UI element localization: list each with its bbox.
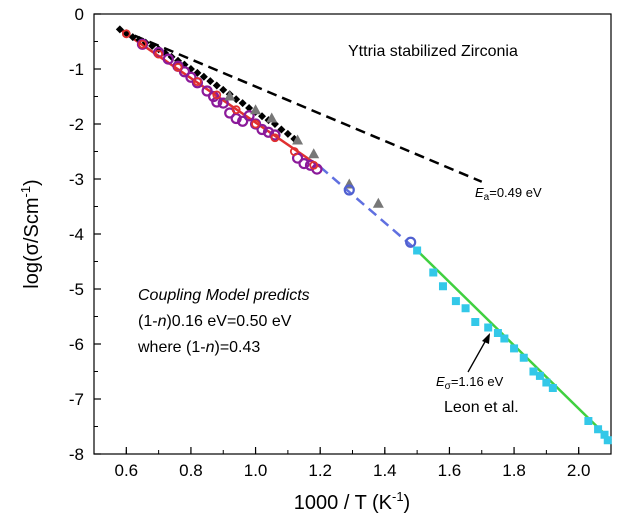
data-point-circle (262, 126, 275, 138)
data-point-red-circle (154, 49, 164, 59)
data-point-red-circle (270, 133, 280, 143)
data-point-circle (298, 158, 310, 170)
data-point-square (438, 282, 447, 291)
x-tick-label: 1.8 (502, 461, 526, 480)
x-tick-label: 1.0 (244, 461, 268, 480)
data-point-circle (343, 184, 355, 196)
x-ticks: 0.6 0.8 1.0 1.2 1.4 1.6 1.8 2.0 (93, 447, 612, 480)
data-point-diamond (148, 41, 157, 50)
x-tick-label: 1.6 (438, 461, 462, 480)
leon-label: Leon et al. (444, 399, 519, 416)
data-point-square (542, 378, 551, 387)
data-point-diamond (258, 112, 267, 121)
data-point-diamond (283, 129, 292, 138)
data-point-circle (185, 71, 197, 83)
data-point-circle (162, 53, 174, 65)
data-point-circle (217, 97, 229, 109)
data-point-red-circle (309, 160, 319, 170)
data-point-square (603, 436, 612, 445)
data-point-red-circle (192, 77, 202, 87)
y-tick-label: -1 (69, 60, 84, 79)
data-point-circle (136, 38, 149, 50)
data-point-diamond (206, 77, 215, 86)
data-point-square (584, 417, 593, 425)
data-point-triangle (224, 90, 236, 101)
x-tick-label: 2.0 (567, 461, 591, 480)
data-point-square (413, 246, 422, 255)
data-point-square (471, 318, 480, 326)
material-label: Yttria stabilized Zirconia (348, 43, 518, 60)
data-point-square (493, 329, 502, 337)
x-tick-label: 0.6 (114, 461, 138, 480)
data-point-square (510, 344, 519, 353)
data-points (115, 25, 612, 445)
data-point-circle (249, 118, 262, 130)
coupling-model-line2: (1-n)0.16 eV=0.50 eV (138, 313, 292, 330)
data-point-circle (178, 66, 191, 78)
data-point-red-circle (289, 147, 299, 156)
y-tick-label: -3 (69, 170, 84, 189)
data-point-square (594, 425, 603, 434)
x-tick-label: 0.8 (179, 461, 203, 480)
data-point-red-circle (251, 119, 260, 129)
data-point-square (548, 384, 557, 392)
data-point-diamond (128, 33, 137, 42)
data-point-diamond (212, 81, 221, 90)
plot-frame (93, 13, 612, 455)
data-point-square (451, 297, 460, 306)
y-tick-label: -6 (69, 335, 84, 354)
data-point-circle (256, 123, 268, 136)
data-point-square (519, 353, 528, 362)
data-point-square (461, 304, 470, 313)
data-point-diamond (219, 85, 228, 94)
data-point-diamond (277, 125, 286, 134)
data-point-square (484, 323, 493, 332)
data-point-circle (269, 129, 281, 141)
x-tick-label: 1.2 (308, 461, 332, 480)
x-tick-label: 1.4 (373, 461, 397, 480)
fit-line (119, 28, 483, 183)
data-point-diamond (115, 25, 124, 34)
y-ticks: 0 -1 -2 -3 -4 -5 -6 -7 -8 (69, 5, 101, 464)
data-point-square (500, 334, 509, 343)
y-tick-label: -2 (69, 115, 84, 134)
data-point-square (600, 430, 609, 439)
y-tick-label: -5 (69, 280, 84, 299)
coupling-model-line1: Coupling Model predicts (138, 287, 310, 304)
data-point-circle (201, 85, 213, 97)
data-point-circle (237, 115, 249, 127)
es-label: Eσ=1.16 eV (436, 374, 504, 392)
data-point-diamond (238, 99, 247, 108)
data-point-triangle (266, 112, 278, 123)
data-point-diamond (232, 95, 241, 104)
y-axis-title: log(σ/Scm-1) (18, 179, 43, 288)
data-point-triangle (250, 104, 262, 115)
data-point-circle (243, 110, 255, 122)
data-point-circle (405, 236, 417, 248)
es-arrow-head (482, 333, 490, 344)
data-point-triangle (308, 148, 320, 159)
ea-label: Ea=0.49 eV (475, 185, 542, 203)
data-point-red-circle (212, 90, 222, 100)
data-point-square (429, 268, 438, 277)
data-point-red-circle (121, 29, 131, 39)
x-axis-title: 1000 / T (K-1) (294, 489, 410, 514)
data-point-square (529, 367, 538, 376)
data-point-triangle (292, 134, 304, 145)
data-point-triangle (372, 197, 384, 208)
data-point-diamond (245, 104, 254, 113)
data-point-red-circle (138, 39, 147, 49)
es-arrow-line (467, 339, 487, 373)
fit-line (319, 165, 418, 252)
y-tick-label: -4 (69, 225, 84, 244)
y-tick-label: 0 (75, 5, 84, 24)
data-point-red-circle (231, 105, 241, 115)
data-point-diamond (199, 72, 208, 81)
data-point-red-circle (173, 62, 183, 72)
coupling-model-line3: where (1-n)=0.43 (137, 339, 260, 356)
y-tick-label: -8 (69, 445, 84, 464)
data-point-square (535, 371, 544, 380)
y-tick-label: -7 (69, 390, 84, 409)
